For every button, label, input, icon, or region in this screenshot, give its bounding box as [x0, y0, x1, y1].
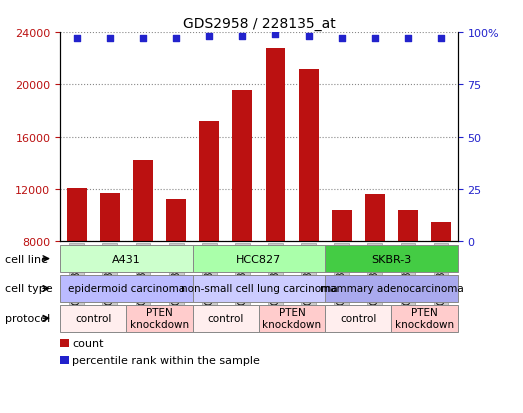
Text: GSM183440: GSM183440 [337, 246, 347, 304]
Text: HCC827: HCC827 [236, 254, 281, 264]
Text: percentile rank within the sample: percentile rank within the sample [72, 355, 260, 365]
Bar [192, 305, 259, 332]
Text: GSM183443: GSM183443 [436, 246, 446, 304]
Text: mammary adenocarcinoma: mammary adenocarcinoma [320, 284, 463, 294]
Text: GSM183432: GSM183432 [72, 246, 82, 305]
Bar [166, 200, 186, 346]
Point [337, 36, 346, 43]
Text: GSM183433: GSM183433 [105, 246, 115, 304]
Point [304, 34, 313, 40]
Bar [60, 245, 192, 273]
Text: GSM183441: GSM183441 [370, 246, 380, 304]
Text: protocol: protocol [5, 313, 51, 323]
Bar [60, 305, 127, 332]
Bar [325, 275, 458, 302]
Bar [232, 90, 252, 346]
Bar [127, 305, 192, 332]
Bar [100, 194, 120, 346]
Text: control: control [340, 313, 377, 323]
Bar [133, 161, 153, 346]
Bar [391, 305, 458, 332]
Bar [259, 305, 325, 332]
Text: GSM183436: GSM183436 [204, 246, 214, 304]
Text: PTEN
knockdown: PTEN knockdown [395, 308, 454, 329]
Text: GSM183435: GSM183435 [171, 246, 181, 305]
Text: GSM183442: GSM183442 [403, 246, 413, 305]
Point [172, 36, 180, 43]
Bar [332, 210, 351, 346]
Text: cell type: cell type [5, 284, 53, 294]
Point [271, 32, 280, 38]
Text: count: count [72, 338, 104, 348]
Text: A431: A431 [112, 254, 141, 264]
Text: PTEN
knockdown: PTEN knockdown [130, 308, 189, 329]
Bar [398, 210, 418, 346]
Bar [325, 305, 391, 332]
Bar [431, 222, 451, 346]
Point [437, 36, 445, 43]
Text: SKBR-3: SKBR-3 [371, 254, 412, 264]
Bar [199, 122, 219, 346]
Point [139, 36, 147, 43]
Text: GSM183437: GSM183437 [237, 246, 247, 305]
Point [404, 36, 412, 43]
Text: control: control [75, 313, 111, 323]
Bar [60, 356, 69, 364]
Bar [299, 69, 319, 346]
Point [106, 36, 114, 43]
Point [73, 36, 81, 43]
Text: epidermoid carcinoma: epidermoid carcinoma [68, 284, 185, 294]
Bar [266, 49, 286, 346]
Text: GSM183438: GSM183438 [270, 246, 280, 304]
Bar [325, 245, 458, 273]
Text: GSM183439: GSM183439 [303, 246, 314, 304]
Bar [192, 275, 325, 302]
Text: control: control [208, 313, 244, 323]
Bar [365, 195, 385, 346]
Bar [192, 245, 325, 273]
Text: non-small cell lung carcinoma: non-small cell lung carcinoma [180, 284, 337, 294]
Text: GSM183434: GSM183434 [138, 246, 148, 304]
Point [371, 36, 379, 43]
Text: cell line: cell line [5, 254, 48, 264]
Point [238, 34, 246, 40]
Point [205, 34, 213, 40]
Title: GDS2958 / 228135_at: GDS2958 / 228135_at [183, 17, 335, 31]
Bar [60, 275, 192, 302]
Bar [67, 188, 87, 346]
Bar [60, 339, 69, 347]
Text: PTEN
knockdown: PTEN knockdown [263, 308, 322, 329]
